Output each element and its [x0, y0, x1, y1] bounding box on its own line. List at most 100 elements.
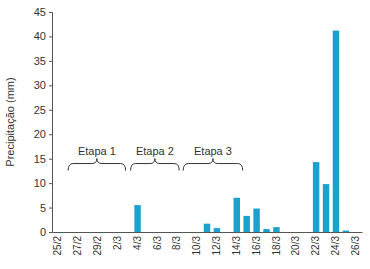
tick-mark: [49, 134, 52, 135]
tick: 20: [34, 128, 52, 140]
tick-label: 25/2: [52, 236, 63, 256]
annotation: Etapa 2: [136, 145, 174, 157]
bar: [293, 232, 299, 233]
tick-label: 0: [40, 226, 46, 238]
tick-mark: [49, 36, 52, 37]
brace: [131, 159, 180, 171]
tick-label: 24/3: [330, 236, 341, 256]
tick-label: 35: [34, 55, 46, 67]
tick-label: 8/3: [171, 236, 182, 250]
tick-label: 4/3: [132, 236, 143, 250]
bar: [313, 162, 319, 232]
tick-mark: [49, 110, 52, 111]
axis-line: [53, 232, 363, 233]
tick-label: 15: [34, 153, 46, 165]
tick: 2/3: [112, 232, 123, 250]
tick-mark: [49, 85, 52, 86]
bar: [243, 216, 249, 232]
tick-mark: [49, 183, 52, 184]
tick-mark: [49, 208, 52, 209]
tick-label: 10/3: [191, 236, 202, 256]
tick-label: 20: [34, 128, 46, 140]
bar: [224, 232, 230, 233]
tick: 18/3: [271, 232, 282, 255]
bar: [95, 232, 101, 233]
tick-label: 2/3: [112, 236, 123, 250]
tick: 4/3: [132, 232, 143, 250]
tick-mark: [49, 159, 52, 160]
tick: 29/2: [92, 232, 103, 255]
tick-mark: [49, 232, 52, 233]
tick-label: 5: [40, 202, 46, 214]
tick: 16/3: [251, 232, 262, 255]
tick: 30: [34, 79, 52, 91]
tick: 10: [34, 177, 52, 189]
tick-label: 27/2: [72, 236, 83, 256]
tick-label: 16/3: [251, 236, 262, 256]
bar: [303, 232, 309, 233]
tick-label: 20/3: [290, 236, 301, 256]
tick: 45: [34, 6, 52, 18]
tick-label: 14/3: [231, 236, 242, 256]
bar: [353, 232, 359, 233]
tick-label: 10: [34, 177, 46, 189]
bar: [323, 184, 329, 232]
bar: [263, 229, 269, 232]
axis-line: [49, 13, 53, 233]
tick-label: 6/3: [152, 236, 163, 250]
bar: [174, 232, 180, 233]
brace: [183, 159, 243, 171]
y-axis: 0 5 10 15 20 25 30 35 40 45: [34, 6, 53, 238]
bar: [164, 232, 170, 233]
bar: [343, 231, 349, 232]
bar: [234, 198, 240, 232]
bar: [114, 232, 120, 233]
tick-label: 12/3: [211, 236, 222, 256]
bar: [333, 31, 339, 232]
tick-label: 18/3: [271, 236, 282, 256]
x-axis: 25/2 27/2 29/2 2/3 4/3 6/3 8/3 10/3 12/3 14/3 16/3…: [52, 232, 362, 255]
bar: [124, 232, 130, 233]
tick: 0: [40, 226, 52, 238]
bars: [134, 31, 349, 232]
tick: 6/3: [152, 232, 163, 250]
tick-mark: [49, 61, 52, 62]
tick: 15: [34, 153, 52, 165]
annotation: Etapa 3: [194, 145, 232, 157]
tick-mark: [49, 12, 52, 13]
tick: 26/3: [350, 232, 361, 255]
tick-label: 26/3: [350, 236, 361, 256]
tick: 14/3: [231, 232, 242, 255]
bar: [55, 232, 61, 233]
tick: 22/3: [310, 232, 321, 255]
bar: [65, 232, 71, 233]
bar: [75, 232, 81, 233]
tick-label: 45: [34, 6, 46, 18]
bar: [204, 224, 210, 232]
plot: 0 5 10 15 20 25 30 35 40 45 25/2 27/2 29/2 2/3 4/3 6/3 8…: [34, 6, 363, 255]
bar: [273, 227, 279, 232]
tick-label: 30: [34, 79, 46, 91]
bar: [154, 232, 160, 233]
tick: 24/3: [330, 232, 341, 255]
tick: 10/3: [191, 232, 202, 255]
tick: 5: [40, 202, 52, 214]
tick: 27/2: [72, 232, 83, 255]
tick: 12/3: [211, 232, 222, 255]
bar: [214, 228, 220, 232]
bar: [105, 232, 111, 233]
chart: 0 5 10 15 20 25 30 35 40 45 25/2 27/2 29/2 2/3 4/3 6/3 8…: [0, 0, 370, 269]
tick: 40: [34, 30, 52, 42]
tick-label: 25: [34, 104, 46, 116]
tick: 20/3: [290, 232, 301, 255]
tick-label: 29/2: [92, 236, 103, 256]
axis-title: Precipitação (mm): [4, 77, 16, 166]
bar: [283, 232, 289, 233]
tick: 25: [34, 104, 52, 116]
brace: [68, 159, 126, 171]
bar: [85, 232, 91, 233]
tick: 8/3: [171, 232, 182, 250]
tick: 25/2: [52, 232, 63, 255]
tick-label: 22/3: [310, 236, 321, 256]
tick-label: 40: [34, 30, 46, 42]
